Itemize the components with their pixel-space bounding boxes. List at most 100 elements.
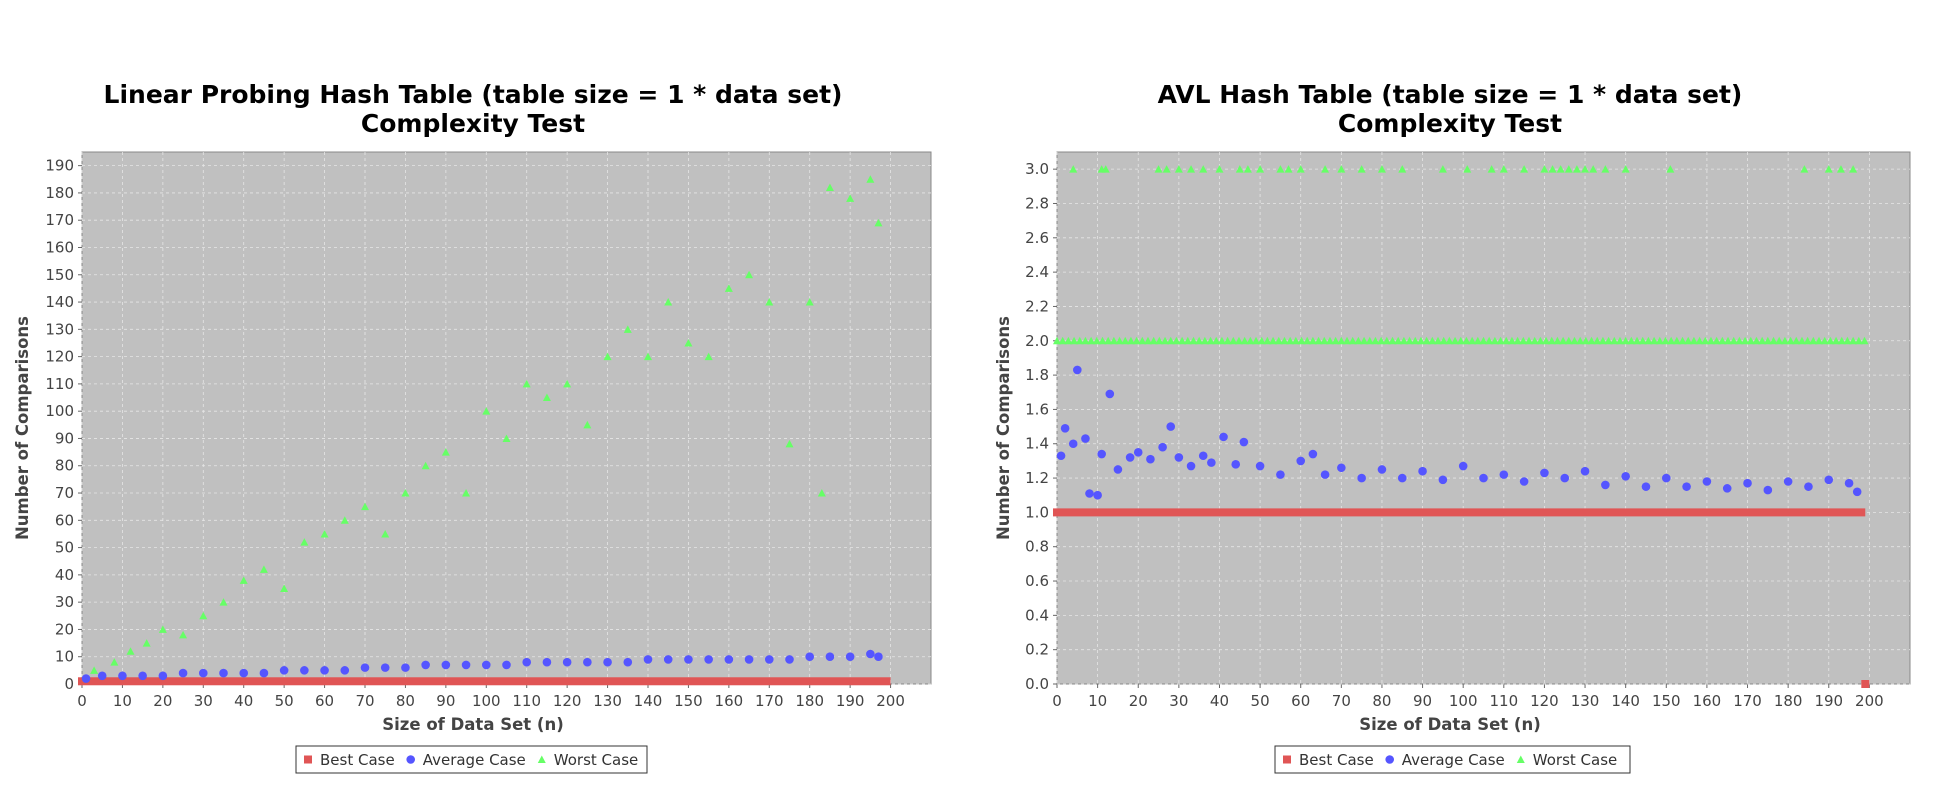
data-point [1308,336,1317,345]
data-point [874,218,883,227]
x-tick-label: 30 [194,692,213,710]
chart-avl: AVL Hash Table (table size = 1 * data se… [994,80,1911,774]
data-point [1479,473,1488,483]
data-point [1678,336,1687,345]
data-point [1239,437,1249,447]
data-point [1655,336,1664,345]
data-point [1280,336,1289,345]
data-point [1231,460,1241,469]
data-point [1540,165,1549,173]
x-tick-label: 130 [1571,692,1600,710]
data-point [340,516,349,524]
data-point [643,655,653,664]
best-case-band [1861,680,1870,688]
y-tick-label: 2.2 [1025,297,1049,315]
y-tick-label: 80 [55,457,74,475]
data-point [1394,336,1403,345]
plot-area [81,151,932,685]
x-tick-label: 170 [755,692,784,710]
data-point [1520,165,1529,173]
legend-marker [304,755,312,764]
data-point [1832,336,1841,345]
data-point [502,660,511,670]
data-point [401,663,410,672]
data-point [1684,336,1693,345]
data-point [1058,336,1067,345]
data-point [603,657,612,667]
chart-title-line-2: Complexity Test [361,109,585,138]
data-point [1155,336,1164,345]
data-point [1162,165,1171,173]
data-point [1217,336,1226,345]
data-point [1331,336,1340,345]
data-point [623,325,632,333]
data-point [126,647,135,655]
data-point [1809,336,1818,345]
data-point [1154,165,1163,173]
data-point [1215,165,1224,173]
data-point [461,660,471,670]
y-tick-label: 60 [55,511,74,529]
data-point [1438,165,1447,173]
y-tick-label: 0.0 [1025,675,1049,693]
y-tick-label: 2.4 [1025,263,1049,281]
data-point [1398,165,1407,173]
data-point [1519,477,1529,486]
y-tick-label: 0.4 [1025,606,1049,624]
legend-box [1274,745,1631,774]
data-point [1601,480,1610,490]
legend-marker [1516,755,1525,763]
data-point [1468,336,1477,345]
data-point [1499,470,1509,479]
data-point [1804,482,1813,491]
y-tick-label: 0.8 [1025,538,1049,556]
data-point [1166,336,1175,345]
data-point [1422,336,1431,345]
y-tick-label: 160 [45,238,74,256]
data-point [744,655,754,664]
data-point [1540,468,1549,478]
x-tick-label: 100 [1449,692,1478,710]
data-point [1743,478,1752,488]
data-point [1207,458,1216,467]
data-point [522,657,532,667]
legend: Best Case Average Case Worst Case [1274,745,1631,774]
chart-title-line-1: Linear Probing Hash Table (table size = … [104,80,843,109]
data-point [118,671,127,681]
data-point [1399,336,1408,345]
data-point [1576,336,1585,345]
data-point [1360,336,1369,345]
data-point [1610,336,1619,345]
data-point [1143,336,1152,345]
data-point [1252,336,1261,345]
data-point [1246,336,1255,345]
data-point [1439,336,1448,345]
data-point [1763,336,1772,345]
data-point [1187,165,1196,173]
legend-marker [537,755,546,763]
data-point [1644,336,1653,345]
data-point [1126,336,1135,345]
data-point [1133,448,1143,457]
data-point [765,298,774,306]
data-point [1198,451,1208,461]
data-point [1548,165,1557,173]
legend-entry: Worst Case [1533,751,1617,769]
data-point [583,420,592,429]
data-point [1473,336,1482,345]
data-point [1377,165,1386,173]
x-tick-label: 110 [512,692,541,710]
x-tick-label: 30 [1169,692,1188,710]
data-point [1121,336,1130,345]
data-point [1320,336,1329,345]
data-point [320,666,329,675]
data-point [1621,472,1630,481]
data-point [1507,336,1516,345]
data-point [1695,336,1704,345]
data-point [1621,336,1630,345]
data-point [1661,473,1671,483]
data-point [623,657,633,667]
y-tick-label: 70 [55,484,74,502]
data-point [280,584,289,593]
